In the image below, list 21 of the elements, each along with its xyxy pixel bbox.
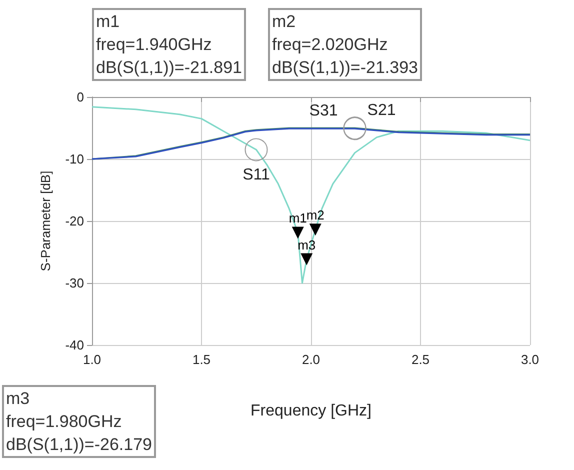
x-tick-label: 2.0 [302, 352, 320, 367]
text: m2 freq=2.020GHz dB(S(1,1))=-21.393 [268, 8, 422, 81]
annotation: m2 [306, 208, 324, 223]
x-tick-label: 3.0 [520, 352, 540, 367]
y-tick-label: -20 [65, 214, 84, 228]
text: m3 freq=1.980GHz dB(S(1,1))=-26.179 [2, 385, 156, 458]
series-label: S31 [309, 102, 338, 120]
series-label: S11 [242, 166, 270, 184]
legend-label: S21 [367, 102, 396, 119]
y-tick-label: 0 [76, 90, 84, 104]
annotation: m1 [288, 210, 307, 226]
text: m1 freq=1.940GHz dB(S(1,1))=-21.891 [92, 8, 246, 81]
y-axis-title: S-Parameter [dB] [38, 170, 53, 272]
y-tick-label: -30 [65, 276, 84, 290]
x-tick-label: 2.5 [411, 352, 430, 367]
y-tick-label: -10 [65, 152, 84, 166]
x-axis-title: Frequency [GHz] [250, 402, 372, 420]
annotation: m3 [298, 237, 316, 252]
x-tick-label: 1.5 [192, 352, 211, 367]
x-tick-label: 1.0 [82, 352, 102, 367]
y-tick-label: -40 [65, 338, 84, 352]
